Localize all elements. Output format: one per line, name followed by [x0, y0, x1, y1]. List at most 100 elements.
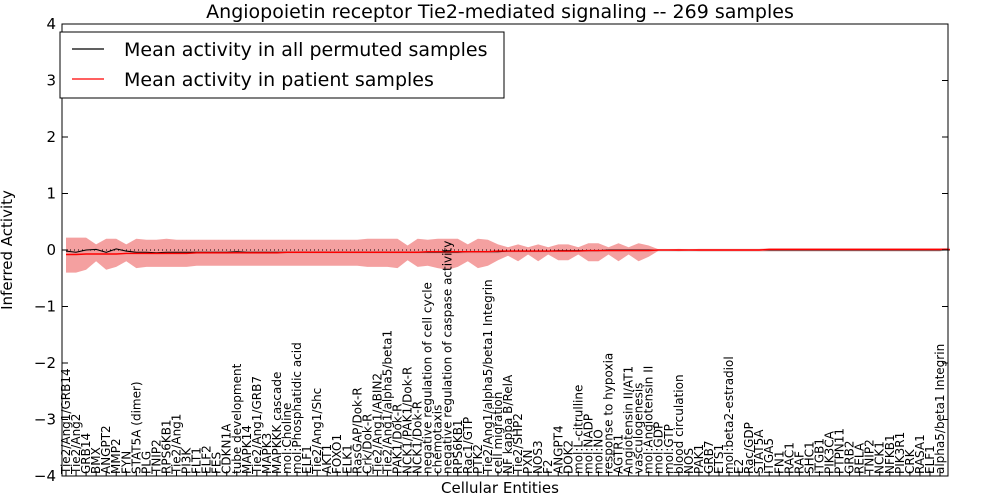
x-tick-label: mol:Choline	[280, 403, 294, 474]
y-tick-label: −3	[34, 411, 56, 429]
x-tick-label: STAT5A	[752, 429, 766, 474]
y-tick-label: 4	[46, 15, 56, 33]
x-tick-label: alpha5/beta1 Integrin	[933, 344, 947, 474]
x-tick-label: RELA	[853, 442, 867, 474]
x-tick-label: NCK1/PAK1/Dok-R	[401, 367, 415, 474]
y-axis-title: Inferred Activity	[0, 190, 16, 310]
x-tick-label: Tie2/Ang1	[170, 414, 184, 475]
x-tick-label: Rac1/GTP	[461, 417, 475, 474]
legend: Mean activity in all permuted samples Me…	[59, 31, 505, 99]
x-tick-label: Tie2/Ang1/Shc	[310, 388, 324, 475]
x-tick-label: NFKB1	[883, 434, 897, 474]
x-tick-label: NOS	[682, 448, 696, 474]
x-tick-label: ETS1	[712, 444, 726, 474]
x-tick-label: PAK1/Dok-R	[391, 404, 405, 474]
x-tick-label: Crk/Dok-R	[360, 413, 374, 474]
x-tick-label: Tie2/Ang1/alpha5/beta1	[381, 330, 395, 475]
x-tick-label: NOS3	[531, 440, 545, 474]
x-tick-label: RasGAP/Dok-R	[350, 387, 364, 474]
x-tick-label: RASA1	[913, 434, 927, 474]
x-tick-label: F2	[541, 459, 555, 474]
x-tick-label: FYN	[119, 451, 133, 474]
y-tick-label: −2	[34, 354, 56, 372]
x-tick-label: FES	[210, 452, 224, 474]
x-tick-label: CRK	[903, 448, 917, 474]
x-tick-label: Tie2/Ang1/alpha5/beta1 Integrin	[481, 279, 495, 475]
x-tick-label: negative regulation of caspase activity	[441, 241, 455, 474]
x-tick-label: AKT1	[320, 444, 334, 474]
y-tick-label: −4	[34, 467, 56, 485]
x-tick-label: Rac/GDP	[742, 422, 756, 474]
x-tick-label: PLG	[139, 451, 153, 474]
x-tick-label: AGTR1	[612, 434, 626, 474]
x-tick-label: mol:L-citrulline	[571, 385, 585, 474]
x-tick-label: E2	[732, 459, 746, 474]
x-tick-label: ELF1	[300, 445, 314, 474]
x-tick-label: MAPK14	[240, 425, 254, 474]
y-tick-label: −1	[34, 298, 56, 316]
x-tick-label: mol:Phosphatidic acid	[290, 342, 304, 474]
x-tick-label: ELK1	[340, 444, 354, 474]
x-tick-label: TNIP2	[149, 439, 163, 475]
patient-band	[66, 237, 950, 273]
chart-title: Angiopoietin receptor Tie2-mediated sign…	[206, 1, 794, 23]
series-line-patient	[66, 248, 950, 256]
x-tick-label: GRB7	[702, 440, 716, 474]
x-tick-label: GRB14	[79, 433, 93, 474]
x-tick-label: tube development	[230, 363, 244, 474]
x-tick-label: mol:beta2-estradiol	[722, 356, 736, 474]
x-tick-label: ANGPT2	[99, 425, 113, 474]
x-tick-label: negative regulation of cell cycle	[421, 282, 435, 474]
x-tick-label: NCK1	[873, 441, 887, 474]
x-tick-label: mol:GTP	[662, 424, 676, 474]
x-tick-label: ITGA5	[762, 438, 776, 474]
x-tick-label: Tie2/SHP2	[511, 413, 525, 475]
x-tick-label: ELF1	[923, 445, 937, 474]
x-tick-label: MMP2	[109, 438, 123, 474]
x-tick-label: response to hypoxia	[602, 353, 616, 474]
x-tick-label: PTK2	[471, 444, 485, 474]
x-tick-label: PIK3CA	[823, 430, 837, 474]
x-tick-label: FOXO1	[330, 434, 344, 474]
series-lines	[62, 248, 950, 256]
x-tick-label: chemotaxis	[431, 405, 445, 474]
x-tick-label: STAT5A (dimer)	[129, 381, 143, 474]
x-tick-label: vasculogenesis	[632, 383, 646, 474]
x-tick-label: RAC1	[782, 442, 796, 474]
x-axis-title: Cellular Entities	[441, 479, 559, 497]
x-tick-label: GRB2	[843, 440, 857, 474]
x-tick-label: ELF2	[200, 445, 214, 474]
y-tick-label: 0	[46, 241, 56, 259]
x-axis: Tie2/Ang1/GRB14Tie2/Ang2GRB14BMXANGPT2MM…	[59, 241, 947, 476]
y-tick-label: 3	[46, 72, 56, 90]
x-tick-label: PTPN11	[833, 428, 847, 474]
x-tick-label: Tie2/Ang2	[69, 414, 83, 475]
x-tick-label: mol:Angiotensin II	[642, 366, 656, 474]
x-tick-label: Tie2/Ang1/GRB14	[59, 368, 73, 475]
x-tick-label: NCK1/Dok-R	[411, 401, 425, 474]
x-tick-label: Angiotensin II/AT1	[622, 366, 636, 474]
x-tick-label: mol:NO	[591, 429, 605, 474]
x-tick-label: blood circulation	[672, 374, 686, 474]
x-tick-label: NF kappa B/RelA	[501, 374, 515, 474]
x-tick-label: BMX	[89, 447, 103, 474]
x-tick-label: ANGPT4	[551, 425, 565, 474]
x-tick-label: TNIP2	[863, 439, 877, 475]
y-axis: −4 −3 −2 −1 0 1 2 3 4	[34, 15, 948, 485]
x-tick-label: SHC1	[802, 441, 816, 474]
x-tick-label: mol:NADP	[581, 414, 595, 474]
confidence-bands	[66, 237, 950, 273]
y-tick-label: 2	[46, 128, 56, 146]
x-tick-label: RPS6KB1	[451, 419, 465, 474]
x-tick-label: RAF	[792, 451, 806, 474]
x-tick-label: RPS6KB1	[160, 419, 174, 474]
y-tick-label: 1	[46, 185, 56, 203]
x-tick-label: Tie2/Ang1/ABIN2	[370, 373, 384, 475]
x-tick-label: PIK3R1	[893, 432, 907, 474]
legend-label-patient: Mean activity in patient samples	[124, 69, 434, 91]
x-tick-label: MAPKKK cascade	[270, 372, 284, 474]
x-tick-label: CDKN1A	[220, 423, 234, 474]
x-tick-label: Tie2/Ang1/GRB7	[250, 376, 264, 475]
x-tick-label: PAK1	[692, 444, 706, 474]
